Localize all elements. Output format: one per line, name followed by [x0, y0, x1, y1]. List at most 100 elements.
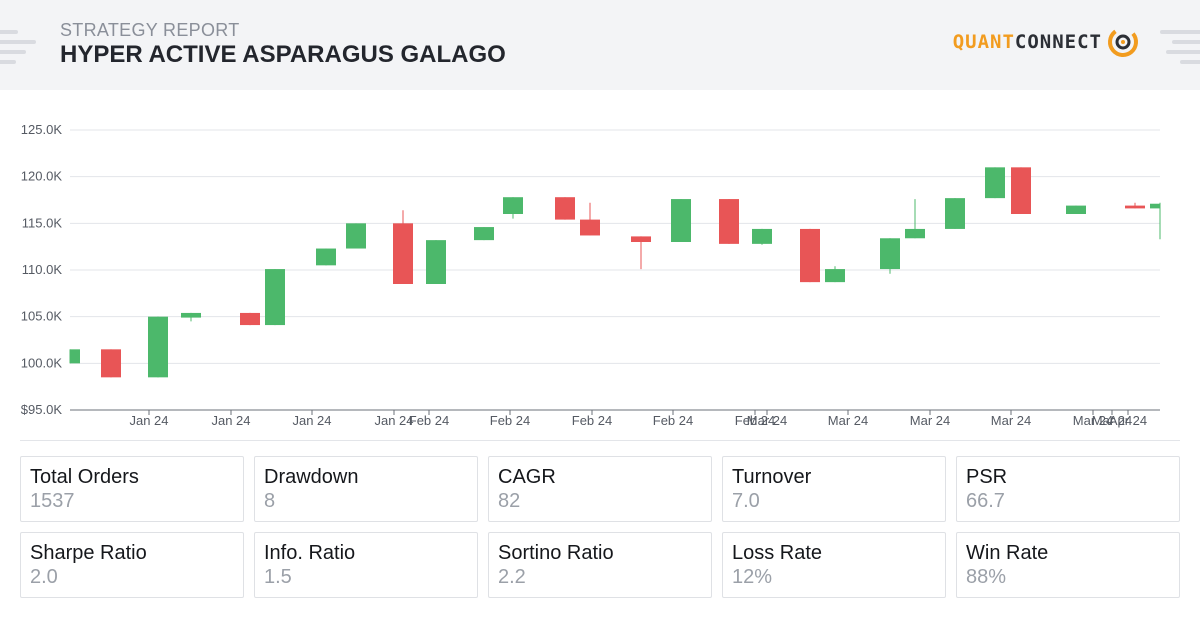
stat-value: 2.0: [30, 566, 58, 588]
y-tick-label: $95.0K: [21, 402, 63, 417]
stat-card-turnover: Turnover 7.0: [722, 456, 946, 522]
x-tick-label: Jan 24: [292, 413, 331, 428]
x-tick-label: Feb 24: [490, 413, 530, 428]
logo-text-connect: CONNECT: [1014, 31, 1102, 53]
decorative-line: [1160, 30, 1200, 34]
stat-value: 12%: [732, 566, 773, 588]
stat-label: PSR: [966, 466, 1008, 488]
candle-body-up: [985, 167, 1005, 199]
strategy-title: HYPER ACTIVE ASPARAGUS GALAGO: [60, 41, 506, 68]
decorative-line: [0, 50, 26, 54]
candle-body-down: [393, 223, 413, 284]
candle-body-up: [426, 240, 446, 284]
x-tick-label: Mar 24: [1073, 413, 1113, 428]
decorative-line: [0, 40, 36, 44]
candle-body-down: [101, 349, 121, 378]
x-tick-label: Feb 24: [653, 413, 693, 428]
candle-body-up: [905, 228, 925, 239]
candle-body-down: [800, 228, 820, 283]
candle-body-up: [503, 197, 523, 214]
candle-body-up: [265, 269, 285, 326]
stat-label: Sortino Ratio: [498, 542, 614, 564]
report-subtitle: STRATEGY REPORT: [60, 20, 240, 40]
stat-card-psr: PSR 66.7: [956, 456, 1180, 522]
stat-label: Total Orders: [30, 466, 139, 488]
equity-candlestick-chart: $95.0K 100.0K 105.0K 110.0K 115.0K 120.0K 125.…: [0, 100, 1200, 440]
x-tick-label: Mar 24: [1092, 413, 1132, 428]
candle-body-up: [880, 238, 900, 270]
x-tick-label: Jan 24: [129, 413, 168, 428]
decorative-line: [0, 30, 18, 34]
decorative-line: [1180, 60, 1200, 64]
x-tick-label: Feb 24: [735, 413, 775, 428]
candle-body-down: [631, 236, 651, 242]
stat-label: Turnover: [732, 466, 812, 488]
x-tick-label: Feb 24: [409, 413, 449, 428]
stat-value: 66.7: [966, 490, 1005, 512]
x-tick-label: Feb 24: [572, 413, 612, 428]
stat-value: 2.2: [498, 566, 526, 588]
stat-value: 88%: [966, 566, 1007, 588]
chart-canvas: $95.0K 100.0K 105.0K 110.0K 115.0K 120.0K 125.…: [21, 122, 1161, 428]
x-tick-label: Apr 24: [1109, 413, 1147, 428]
candle-body-up: [181, 312, 201, 318]
stat-card-total-orders: Total Orders 1537: [20, 456, 244, 522]
stat-card-info-ratio: Info. Ratio 1.5: [254, 532, 478, 598]
y-tick-label: 100.0K: [21, 355, 63, 370]
y-tick-label: 115.0K: [22, 215, 63, 230]
y-tick-label: 105.0K: [21, 309, 63, 324]
candle-body-up: [148, 316, 168, 378]
stat-card-sharpe-ratio: Sharpe Ratio 2.0: [20, 532, 244, 598]
x-tick-label: Mar 24: [991, 413, 1031, 428]
x-tick-label: Mar 24: [828, 413, 868, 428]
candle-body-up: [1066, 205, 1086, 214]
candle-body-up: [346, 223, 366, 249]
y-tick-label: 110.0K: [22, 262, 63, 277]
y-tick-label: 120.0K: [21, 169, 63, 184]
stat-card-loss-rate: Loss Rate 12%: [722, 532, 946, 598]
decorative-line: [1166, 50, 1200, 54]
candle-body-down: [1125, 205, 1145, 209]
stat-label: Drawdown: [264, 466, 359, 488]
stat-label: Loss Rate: [732, 542, 823, 564]
candle-body-up: [70, 349, 80, 364]
candle-body-down: [240, 312, 260, 326]
x-tick-label: Jan 24: [211, 413, 250, 428]
stat-card-win-rate: Win Rate 88%: [956, 532, 1180, 598]
stat-value: 7.0: [732, 490, 760, 512]
stat-label: Sharpe Ratio: [30, 542, 147, 564]
statistics-grid: Total Orders 1537 Drawdown 8 CAGR 82 Tur…: [20, 456, 1180, 598]
candle-body-up: [752, 228, 772, 244]
candle-body-up: [1150, 203, 1160, 209]
candle-body-up: [671, 199, 691, 242]
candle-body-up: [316, 248, 336, 266]
section-divider: [20, 440, 1180, 441]
logo-wordmark: QUANTCONNECT: [953, 31, 1102, 53]
stat-card-sortino-ratio: Sortino Ratio 2.2: [488, 532, 712, 598]
y-tick-label: 125.0K: [21, 122, 63, 137]
stat-label: CAGR: [498, 466, 556, 488]
quantconnect-logo: QUANTCONNECT: [953, 24, 1140, 60]
decorative-line: [0, 60, 16, 64]
x-tick-label: Mar 24: [910, 413, 950, 428]
logo-text-quant: QUANT: [952, 31, 1015, 53]
stat-value: 8: [264, 490, 276, 512]
x-tick-label: Mar 24: [747, 413, 787, 428]
report-header: STRATEGY REPORT HYPER ACTIVE ASPARAGUS G…: [0, 0, 1200, 90]
candle-body-down: [580, 219, 600, 236]
stat-value: 82: [498, 490, 521, 512]
stat-card-cagr: CAGR 82: [488, 456, 712, 522]
stat-card-drawdown: Drawdown 8: [254, 456, 478, 522]
stat-value: 1.5: [264, 566, 292, 588]
logo-mark-icon: [1108, 27, 1138, 57]
candle-body-up: [945, 198, 965, 229]
candle-body-down: [555, 197, 575, 220]
candle-body-down: [719, 199, 739, 244]
stat-label: Info. Ratio: [264, 542, 356, 564]
candle-body-down: [1011, 167, 1031, 214]
candle-body-up: [474, 227, 494, 241]
x-tick-label: Jan 24: [374, 413, 413, 428]
candle-body-up: [825, 269, 845, 283]
decorative-line: [1172, 40, 1200, 44]
stat-label: Win Rate: [966, 542, 1049, 564]
